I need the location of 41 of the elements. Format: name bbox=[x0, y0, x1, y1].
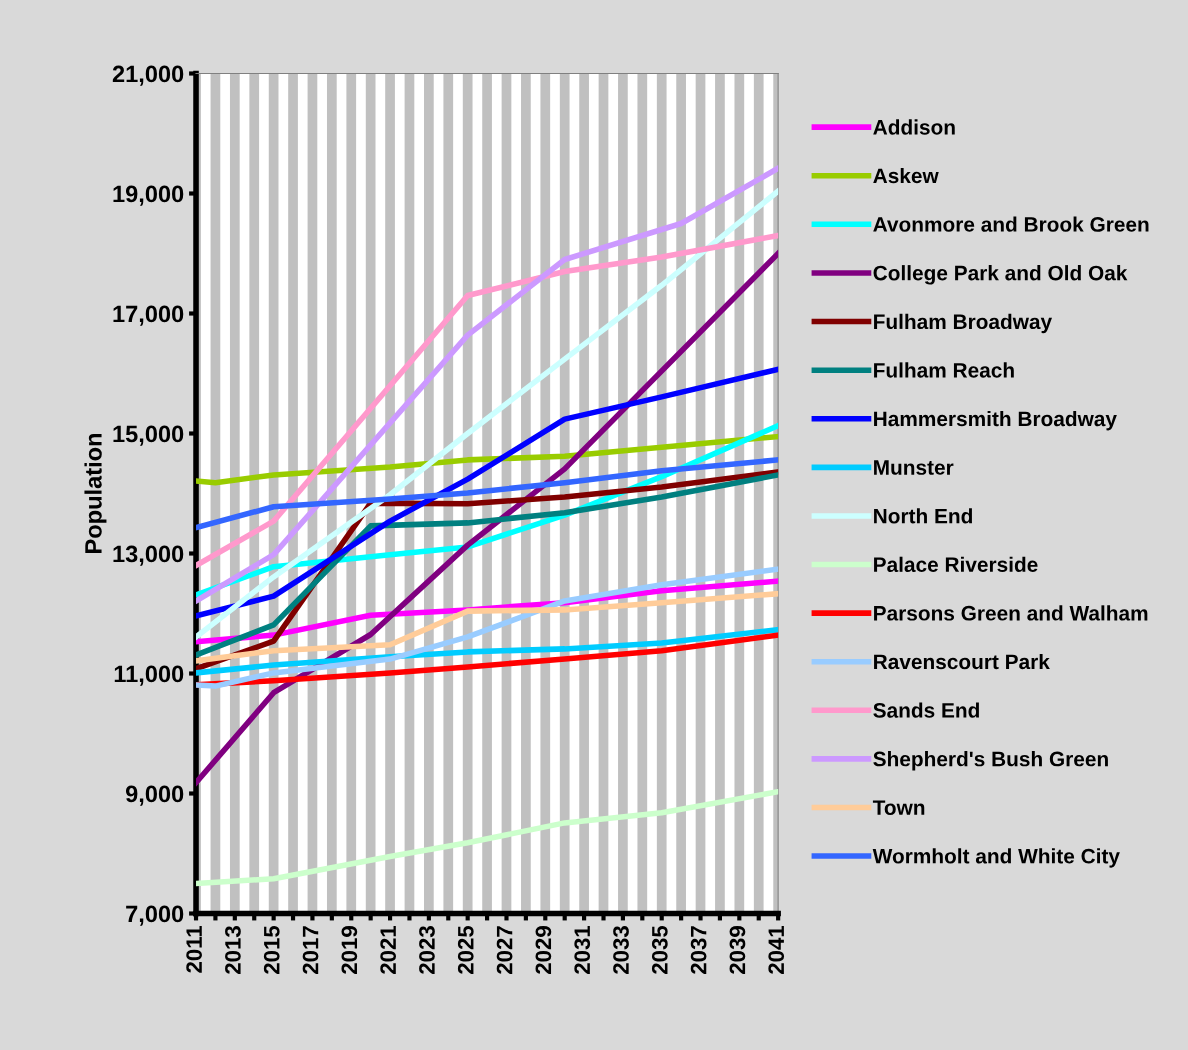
legend-label: College Park and Old Oak bbox=[873, 265, 1128, 285]
legend-label: Shepherd's Bush Green bbox=[873, 751, 1108, 771]
legend-label: Askew bbox=[873, 167, 939, 184]
y-tick-label: 13,000 bbox=[113, 545, 184, 566]
y-tick-label: 17,000 bbox=[113, 305, 184, 326]
x-tick-label: 2013 bbox=[225, 926, 241, 974]
legend-label: Town bbox=[872, 800, 925, 815]
x-tick-label: 2033 bbox=[613, 926, 629, 974]
y-axis-title: Population bbox=[84, 433, 107, 553]
x-tick-label: 2023 bbox=[419, 926, 435, 974]
x-tick-label: 2041 bbox=[768, 925, 785, 974]
legend-label: Palace Riverside bbox=[874, 556, 1038, 573]
y-tick-label: 19,000 bbox=[113, 185, 184, 206]
y-tick-label: 11,000 bbox=[114, 665, 184, 686]
legend-label: Hammersmith Broadway bbox=[874, 410, 1117, 431]
legend-label: Ravenscourt Park bbox=[874, 653, 1050, 670]
legend-label: Sands End bbox=[873, 702, 979, 718]
y-tick-label: 9,000 bbox=[125, 785, 184, 806]
legend-label: North End bbox=[874, 508, 972, 524]
legend-label: Avonmore and Brook Green bbox=[873, 216, 1149, 232]
y-tick-label: 21,000 bbox=[112, 65, 184, 86]
x-tick-label: 2015 bbox=[263, 925, 280, 974]
x-tick-label: 2025 bbox=[457, 925, 474, 974]
legend-label: Addison bbox=[873, 119, 955, 135]
y-tick-label: 15,000 bbox=[113, 425, 184, 446]
legend-label: Parsons Green and Walham bbox=[874, 605, 1148, 621]
y-tick-label: 7,000 bbox=[126, 905, 184, 926]
legend-label: Fulham Reach bbox=[874, 362, 1014, 378]
x-tick-label: 2039 bbox=[729, 926, 746, 974]
x-tick-label: 2035 bbox=[651, 925, 668, 974]
x-tick-label: 2031 bbox=[574, 925, 591, 974]
x-tick-label: 2027 bbox=[496, 926, 513, 974]
legend-label: Munster bbox=[874, 460, 954, 475]
legend-label: Fulham Broadway bbox=[874, 313, 1053, 334]
x-tick-label: 2029 bbox=[535, 926, 552, 974]
legend-label: Wormholt and White City bbox=[872, 848, 1120, 868]
x-tick-label: 2037 bbox=[690, 926, 707, 974]
x-tick-label: 2019 bbox=[341, 926, 358, 974]
x-tick-label: 2017 bbox=[302, 926, 319, 974]
x-tick-label: 2011 bbox=[186, 925, 202, 973]
x-tick-label: 2021 bbox=[380, 925, 397, 974]
